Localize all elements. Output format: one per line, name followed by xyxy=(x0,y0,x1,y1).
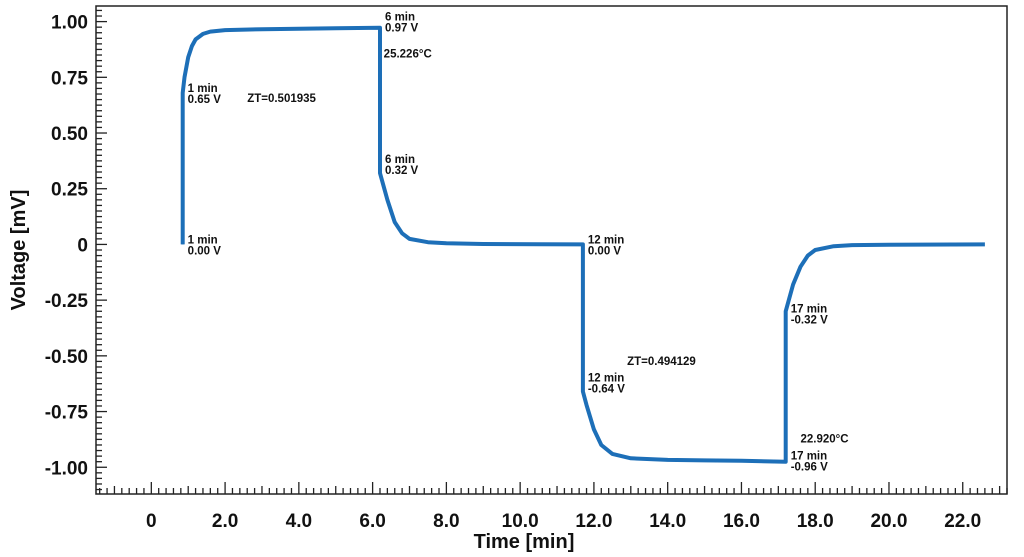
chart-text-label: ZT=0.494129 xyxy=(627,356,696,368)
y-tick-label: 0.50 xyxy=(51,124,88,145)
y-axis-tick-labels: 1.00 0.75 0.50 0.25 0 -0.25 -0.50 -0.75 -1.00 xyxy=(45,13,89,480)
x-axis-ticks xyxy=(99,482,1008,494)
x-tick-label: 14.0 xyxy=(649,511,686,532)
chart-text-label: 25.226°C xyxy=(384,48,432,60)
voltage-series-line xyxy=(180,25,985,464)
x-tick-label: 8.0 xyxy=(433,511,459,532)
annotation-voltage: 0.97 V xyxy=(385,23,419,35)
x-axis-tick-labels: 0 2.0 4.0 6.0 8.0 10.0 12.0 14.0 16.0 18.0 20.0 22.… xyxy=(146,511,981,532)
annotation-time: 17 min xyxy=(791,304,827,316)
annotation-voltage: -0.96 V xyxy=(791,462,828,474)
annotation-time: 12 min xyxy=(588,234,624,246)
annotation-time: 17 min xyxy=(791,451,827,463)
annotation-voltage: -0.64 V xyxy=(588,384,625,396)
annotation-voltage: 0.00 V xyxy=(588,245,622,257)
annotation-time: 6 min xyxy=(385,12,415,24)
x-tick-label: 20.0 xyxy=(870,511,907,532)
y-tick-label: 0.25 xyxy=(51,180,88,201)
x-tick-label: 4.0 xyxy=(286,511,312,532)
y-axis-ticks xyxy=(96,9,107,491)
y-tick-label: -0.50 xyxy=(45,347,88,368)
annotation-voltage: 0.65 V xyxy=(188,94,222,106)
x-tick-label: 12.0 xyxy=(575,511,612,532)
annotation-time: 1 min xyxy=(188,83,218,95)
x-tick-label: 22.0 xyxy=(944,511,981,532)
x-tick-label: 18.0 xyxy=(797,511,834,532)
x-tick-label: 0 xyxy=(146,511,157,532)
y-tick-label: 1.00 xyxy=(51,13,88,34)
y-axis-title: Voltage [mV] xyxy=(8,190,30,311)
chart-text-labels: 25.226°C ZT=0.501935 ZT=0.494129 22.920°C xyxy=(247,48,848,445)
x-axis-title: Time [min] xyxy=(474,531,575,553)
x-tick-label: 16.0 xyxy=(723,511,760,532)
annotation-time: 12 min xyxy=(588,373,624,385)
annotation-time: 6 min xyxy=(385,154,415,166)
x-tick-label: 2.0 xyxy=(212,511,238,532)
annotation-voltage: -0.32 V xyxy=(791,315,828,327)
x-tick-label: 6.0 xyxy=(359,511,385,532)
x-tick-label: 10.0 xyxy=(502,511,539,532)
chart-text-label: ZT=0.501935 xyxy=(247,93,316,105)
annotation-voltage: 0.00 V xyxy=(188,245,222,257)
y-tick-label: 0.75 xyxy=(51,68,88,89)
y-tick-label: -1.00 xyxy=(45,458,88,479)
y-tick-label: 0 xyxy=(77,235,88,256)
plot-frame xyxy=(95,5,1008,495)
annotation-time: 1 min xyxy=(188,234,218,246)
y-tick-label: -0.75 xyxy=(45,403,89,424)
y-tick-label: -0.25 xyxy=(45,291,89,312)
chart-text-label: 22.920°C xyxy=(800,434,848,446)
annotation-voltage: 0.32 V xyxy=(385,165,419,177)
